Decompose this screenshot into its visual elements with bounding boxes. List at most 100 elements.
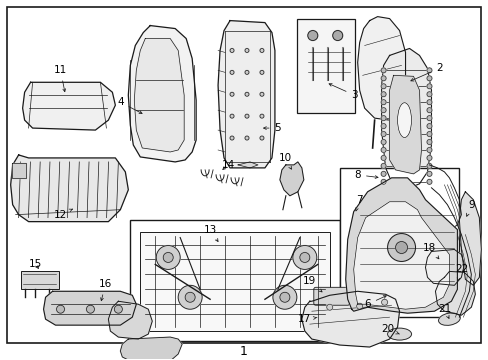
- Circle shape: [229, 92, 234, 96]
- Polygon shape: [12, 163, 25, 178]
- Circle shape: [426, 171, 431, 176]
- Polygon shape: [345, 178, 456, 313]
- Circle shape: [380, 100, 386, 105]
- Polygon shape: [458, 192, 480, 285]
- Circle shape: [260, 92, 264, 96]
- Circle shape: [244, 92, 248, 96]
- Circle shape: [229, 49, 234, 53]
- Circle shape: [244, 114, 248, 118]
- Circle shape: [260, 114, 264, 118]
- Text: 17: 17: [298, 314, 316, 324]
- Text: 19: 19: [303, 276, 322, 292]
- Circle shape: [163, 252, 173, 262]
- Polygon shape: [22, 82, 115, 130]
- Circle shape: [380, 140, 386, 144]
- Circle shape: [426, 140, 431, 144]
- Polygon shape: [357, 17, 405, 120]
- Polygon shape: [389, 75, 421, 174]
- Circle shape: [426, 108, 431, 113]
- Circle shape: [260, 49, 264, 53]
- Circle shape: [380, 123, 386, 129]
- Text: 15: 15: [29, 260, 42, 269]
- Circle shape: [426, 76, 431, 81]
- Polygon shape: [353, 202, 448, 309]
- Circle shape: [426, 92, 431, 97]
- Polygon shape: [43, 291, 136, 325]
- Polygon shape: [301, 291, 399, 347]
- Bar: [130, 220, 339, 341]
- Polygon shape: [120, 337, 182, 360]
- Circle shape: [260, 136, 264, 140]
- Circle shape: [114, 305, 122, 313]
- Circle shape: [380, 163, 386, 168]
- Circle shape: [381, 299, 387, 305]
- Circle shape: [185, 292, 195, 302]
- Circle shape: [426, 123, 431, 129]
- Text: 11: 11: [54, 66, 67, 92]
- Circle shape: [156, 246, 180, 269]
- Text: 14: 14: [221, 160, 234, 170]
- Polygon shape: [128, 26, 196, 162]
- Circle shape: [229, 70, 234, 74]
- Text: 2: 2: [410, 63, 442, 81]
- Circle shape: [426, 179, 431, 184]
- Circle shape: [279, 292, 289, 302]
- Polygon shape: [381, 49, 430, 188]
- Circle shape: [380, 156, 386, 161]
- Circle shape: [356, 303, 362, 309]
- Polygon shape: [279, 162, 303, 196]
- Polygon shape: [11, 155, 128, 222]
- Bar: [20, 271, 59, 289]
- Polygon shape: [238, 162, 258, 168]
- Text: 5: 5: [263, 123, 281, 133]
- Circle shape: [326, 304, 332, 310]
- Circle shape: [380, 68, 386, 73]
- Text: 9: 9: [466, 200, 474, 216]
- Circle shape: [426, 100, 431, 105]
- Text: 13: 13: [203, 225, 218, 242]
- Circle shape: [380, 84, 386, 89]
- Circle shape: [260, 70, 264, 74]
- Bar: [339, 168, 458, 317]
- Polygon shape: [218, 21, 274, 168]
- Circle shape: [380, 116, 386, 121]
- Ellipse shape: [397, 103, 411, 138]
- Polygon shape: [435, 271, 474, 315]
- Text: 6: 6: [364, 296, 386, 309]
- Text: 18: 18: [422, 243, 438, 259]
- Text: 4: 4: [117, 97, 142, 113]
- Text: 10: 10: [278, 153, 291, 169]
- Circle shape: [244, 49, 248, 53]
- Circle shape: [426, 163, 431, 168]
- Text: 3: 3: [328, 84, 357, 100]
- Circle shape: [395, 242, 407, 253]
- Circle shape: [426, 156, 431, 161]
- Circle shape: [86, 305, 94, 313]
- Circle shape: [307, 31, 317, 41]
- Bar: [140, 231, 329, 331]
- Circle shape: [272, 285, 296, 309]
- Circle shape: [380, 131, 386, 136]
- Text: 8: 8: [354, 170, 377, 180]
- Ellipse shape: [438, 313, 459, 325]
- Circle shape: [426, 68, 431, 73]
- Circle shape: [380, 92, 386, 97]
- FancyBboxPatch shape: [313, 287, 349, 305]
- Text: 12: 12: [54, 209, 72, 220]
- Circle shape: [426, 84, 431, 89]
- Circle shape: [244, 136, 248, 140]
- Circle shape: [426, 131, 431, 136]
- Text: 16: 16: [99, 279, 112, 301]
- Circle shape: [380, 76, 386, 81]
- Circle shape: [299, 252, 309, 262]
- Circle shape: [380, 171, 386, 176]
- Circle shape: [178, 285, 202, 309]
- Polygon shape: [134, 39, 184, 152]
- Circle shape: [426, 116, 431, 121]
- Polygon shape: [108, 301, 152, 339]
- Ellipse shape: [387, 328, 411, 340]
- Text: 21: 21: [437, 304, 450, 318]
- Text: 22: 22: [454, 264, 467, 280]
- Circle shape: [57, 305, 64, 313]
- Circle shape: [380, 148, 386, 153]
